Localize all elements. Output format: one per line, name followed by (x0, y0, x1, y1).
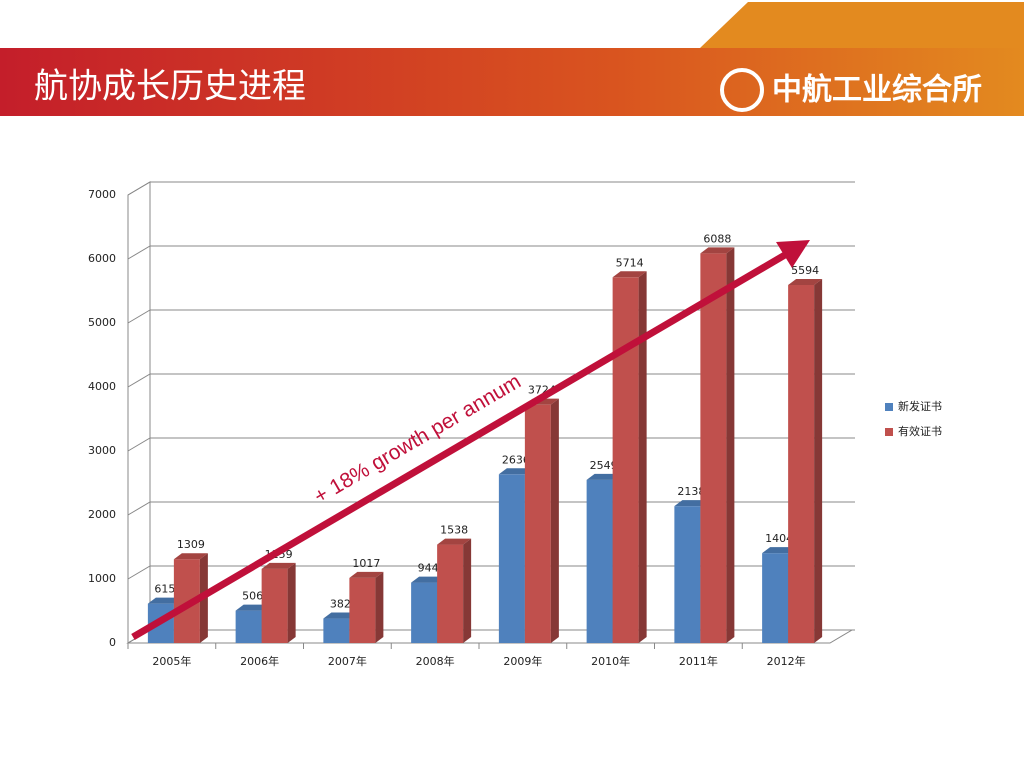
bar-top (498, 468, 533, 475)
grid-line (127, 309, 855, 324)
bar-top (612, 271, 647, 278)
legend-swatch (885, 428, 893, 436)
annotation: + 18% growth per annum (310, 370, 525, 509)
x-tick-label: 2007年 (328, 654, 367, 668)
slide-title: 航协成长历史进程 (34, 67, 306, 107)
bar-top (261, 562, 296, 569)
value-label: 5714 (616, 256, 644, 269)
bar-top (700, 247, 735, 254)
bar (524, 404, 551, 643)
value-label: 1404 (765, 532, 793, 545)
value-label: 2138 (677, 485, 705, 498)
legend-swatch (885, 403, 893, 411)
bar-top (235, 604, 270, 611)
bar (498, 474, 525, 643)
value-label: 2549 (590, 459, 618, 472)
bar (674, 506, 701, 643)
bar-top (586, 473, 621, 480)
x-tick-label: 2008年 (416, 654, 455, 668)
legend-label: 新发证书 (898, 399, 942, 413)
y-tick-label: 7000 (88, 188, 116, 201)
bar (700, 253, 727, 644)
arrow-head (776, 240, 810, 268)
bar-side (463, 538, 472, 643)
growth-arrow (131, 248, 792, 641)
bar (437, 544, 464, 643)
bar-side (287, 562, 296, 643)
x-tick-label: 2006年 (240, 654, 279, 668)
y-tick-label: 5000 (88, 316, 116, 329)
bar-side (814, 278, 823, 643)
bar (261, 568, 288, 643)
y-tick-label: 3000 (88, 444, 116, 457)
value-label: 1017 (352, 557, 380, 570)
x-tick-label: 2005年 (152, 654, 191, 668)
bar-top (323, 612, 358, 619)
chart: 0 1000 2000 3000 4000 5000 6000 7000 2005年 615 130… (88, 181, 942, 668)
bar-side (375, 571, 384, 643)
value-label: 2636 (502, 453, 530, 466)
x-tick-label: 2011年 (679, 654, 718, 668)
bar (762, 553, 789, 643)
value-label: 6088 (703, 232, 731, 245)
value-label: 944 (418, 562, 439, 575)
bar (349, 577, 376, 643)
grid-line (127, 245, 855, 260)
logo-icon (720, 68, 764, 112)
value-label: 615 (154, 583, 175, 596)
x-tick-label: 2012年 (767, 654, 806, 668)
bar (612, 277, 639, 643)
value-label: 382 (330, 598, 351, 611)
bar (788, 284, 815, 643)
bar (586, 479, 613, 643)
bar (235, 610, 262, 643)
y-tick-label: 4000 (88, 380, 116, 393)
back-wall (127, 181, 151, 644)
value-label: 1309 (177, 538, 205, 551)
bar-top (437, 538, 472, 545)
bar-top (762, 547, 797, 554)
bar-side (726, 247, 735, 644)
logo-text: 中航工业综合所 (772, 73, 982, 108)
legend-label: 有效证书 (898, 424, 942, 438)
y-tick-label: 1000 (88, 572, 116, 585)
bar-side (638, 271, 647, 643)
header-banner (0, 48, 1024, 116)
grid-line (127, 501, 855, 516)
x-tick-label: 2010年 (591, 654, 630, 668)
bar-side (550, 398, 559, 643)
header-tab (700, 2, 1024, 48)
value-label: 5594 (791, 264, 819, 277)
bar-top (674, 500, 709, 507)
bar-top (349, 571, 384, 578)
y-tick-label: 6000 (88, 252, 116, 265)
grid-line (127, 181, 855, 196)
bar-top (147, 597, 182, 604)
bar (411, 582, 438, 643)
value-label: 1538 (440, 524, 468, 537)
y-tick-label: 0 (109, 636, 116, 649)
bar (323, 618, 350, 643)
bar-top (173, 553, 208, 560)
bar-top (411, 576, 446, 583)
bar-top (788, 278, 823, 285)
grid-line (127, 437, 855, 452)
x-tick-label: 2009年 (503, 654, 542, 668)
value-label: 506 (242, 590, 263, 603)
y-tick-label: 2000 (88, 508, 116, 521)
